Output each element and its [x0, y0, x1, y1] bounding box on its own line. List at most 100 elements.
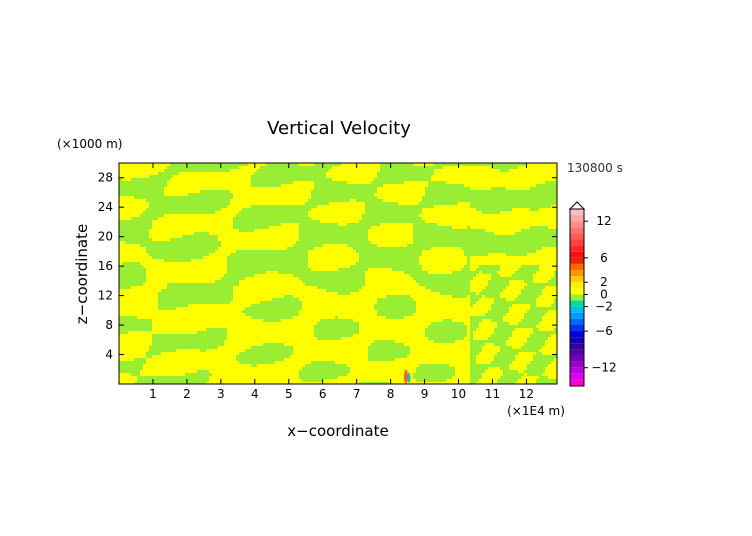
field-cell	[341, 286, 344, 289]
field-cell	[275, 313, 278, 316]
field-cell	[389, 313, 392, 316]
field-cell	[221, 337, 224, 340]
field-cell	[206, 235, 209, 238]
field-cell	[374, 223, 377, 226]
field-cell	[374, 244, 377, 247]
field-cell	[353, 184, 356, 187]
field-cell	[128, 370, 131, 373]
field-cell	[254, 211, 257, 214]
field-cell	[443, 367, 446, 370]
field-cell	[230, 277, 233, 280]
field-cell	[539, 307, 542, 310]
field-cell	[305, 208, 308, 211]
field-cell	[431, 325, 434, 328]
field-cell	[158, 295, 161, 298]
field-cell	[512, 379, 515, 382]
field-cell	[296, 244, 299, 247]
field-cell	[200, 190, 203, 193]
field-cell	[203, 241, 206, 244]
field-cell	[152, 178, 155, 181]
field-cell	[203, 166, 206, 169]
field-cell	[197, 295, 200, 298]
field-cell	[506, 280, 509, 283]
field-cell	[527, 193, 530, 196]
field-cell	[419, 169, 422, 172]
field-cell	[317, 235, 320, 238]
field-cell	[167, 286, 170, 289]
field-cell	[329, 370, 332, 373]
field-cell	[248, 262, 251, 265]
field-cell	[356, 232, 359, 235]
field-cell	[227, 301, 230, 304]
field-cell	[536, 337, 539, 340]
field-cell	[500, 364, 503, 367]
field-cell	[536, 352, 539, 355]
field-cell	[449, 193, 452, 196]
field-cell	[506, 373, 509, 376]
field-cell	[296, 214, 299, 217]
field-cell	[311, 238, 314, 241]
field-cell	[509, 352, 512, 355]
field-cell	[284, 256, 287, 259]
field-cell	[524, 244, 527, 247]
field-cell	[395, 298, 398, 301]
field-cell	[536, 328, 539, 331]
field-cell	[242, 355, 245, 358]
field-cell	[476, 340, 479, 343]
field-cell	[284, 355, 287, 358]
velocity-field	[119, 163, 557, 385]
field-cell	[533, 196, 536, 199]
field-cell	[473, 247, 476, 250]
field-cell	[317, 190, 320, 193]
field-cell	[530, 187, 533, 190]
field-cell	[392, 175, 395, 178]
field-cell	[209, 208, 212, 211]
field-cell	[245, 229, 248, 232]
field-cell	[413, 271, 416, 274]
field-cell	[491, 307, 494, 310]
field-cell	[152, 181, 155, 184]
field-cell	[317, 325, 320, 328]
field-cell	[230, 286, 233, 289]
field-cell	[203, 199, 206, 202]
field-cell	[533, 295, 536, 298]
field-cell	[176, 289, 179, 292]
field-cell	[392, 349, 395, 352]
field-cell	[254, 346, 257, 349]
field-cell	[440, 229, 443, 232]
field-cell	[434, 286, 437, 289]
field-cell	[503, 376, 506, 379]
field-cell	[548, 187, 551, 190]
field-cell	[482, 367, 485, 370]
field-cell	[488, 235, 491, 238]
field-cell	[323, 370, 326, 373]
field-cell	[353, 244, 356, 247]
field-cell	[536, 289, 539, 292]
field-cell	[470, 304, 473, 307]
field-cell	[479, 268, 482, 271]
field-cell	[260, 304, 263, 307]
field-cell	[401, 310, 404, 313]
field-cell	[407, 310, 410, 313]
field-cell	[278, 313, 281, 316]
field-cell	[302, 229, 305, 232]
field-cell	[392, 340, 395, 343]
field-cell	[338, 271, 341, 274]
field-cell	[500, 190, 503, 193]
field-cell	[440, 190, 443, 193]
field-cell	[362, 244, 365, 247]
field-cell	[293, 274, 296, 277]
field-cell	[200, 295, 203, 298]
field-cell	[533, 364, 536, 367]
field-cell	[371, 256, 374, 259]
field-cell	[320, 331, 323, 334]
field-cell	[539, 355, 542, 358]
field-cell	[431, 331, 434, 334]
field-cell	[530, 343, 533, 346]
field-cell	[272, 319, 275, 322]
field-cell	[281, 268, 284, 271]
field-cell	[209, 331, 212, 334]
field-cell	[533, 226, 536, 229]
field-cell	[215, 346, 218, 349]
field-cell	[260, 310, 263, 313]
